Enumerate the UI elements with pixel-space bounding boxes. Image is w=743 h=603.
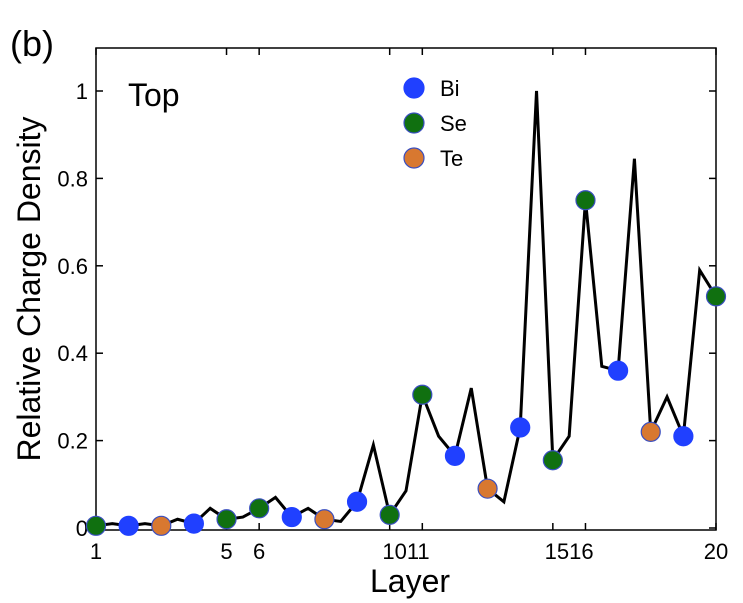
marker-bi	[444, 445, 466, 466]
marker-se	[379, 504, 400, 525]
marker-bi	[608, 360, 629, 381]
chart-annotation: Top	[128, 77, 180, 113]
y-tick-label: 0	[76, 516, 88, 541]
y-tick-label: 0.4	[57, 341, 88, 366]
legend-label-te: Te	[440, 146, 463, 171]
y-tick-label: 0.8	[57, 166, 88, 191]
marker-se	[85, 515, 107, 536]
x-axis-ticks: 1 5 6 1011 1516 20	[90, 48, 728, 564]
marker-se	[216, 509, 237, 530]
y-tick-label: 0.2	[57, 429, 88, 454]
marker-bi	[673, 426, 694, 447]
legend-marker-bi	[403, 77, 425, 99]
marker-se	[705, 286, 727, 307]
marker-se	[249, 498, 270, 519]
marker-layer	[85, 190, 727, 536]
marker-se	[412, 384, 433, 405]
marker-bi	[346, 491, 368, 512]
marker-te	[477, 478, 498, 499]
marker-bi	[183, 513, 204, 534]
marker-te	[640, 421, 661, 442]
marker-te	[151, 515, 172, 536]
x-tick-label: 1011	[382, 539, 429, 564]
x-tick-label: 6	[253, 539, 265, 564]
legend-label-se: Se	[440, 111, 467, 136]
x-tick-label: 1	[90, 539, 102, 564]
y-tick-label: 1	[76, 79, 88, 104]
x-tick-label: 20	[704, 539, 728, 564]
legend-marker-se	[403, 112, 425, 134]
legend: Bi Se Te	[403, 76, 467, 171]
legend-marker-te	[403, 147, 425, 169]
panel-label: (b)	[10, 23, 54, 64]
x-tick-label: 1516	[545, 539, 594, 564]
marker-bi	[510, 417, 531, 438]
x-tick-label: 5	[220, 539, 232, 564]
x-axis-title: Layer	[370, 563, 450, 599]
y-axis-title: Relative Charge Density	[11, 116, 47, 461]
marker-se	[542, 450, 563, 471]
legend-label-bi: Bi	[440, 76, 460, 101]
marker-te	[314, 509, 335, 530]
plot-area: 0 0.2 0.4 0.6 0.8 1 1 5 6 1011 1516 20	[57, 47, 728, 564]
y-tick-label: 0.6	[57, 254, 88, 279]
marker-bi	[118, 515, 139, 536]
y-axis-ticks: 0 0.2 0.4 0.6 0.8 1	[57, 79, 716, 541]
marker-bi	[281, 506, 302, 528]
marker-se	[575, 190, 596, 211]
